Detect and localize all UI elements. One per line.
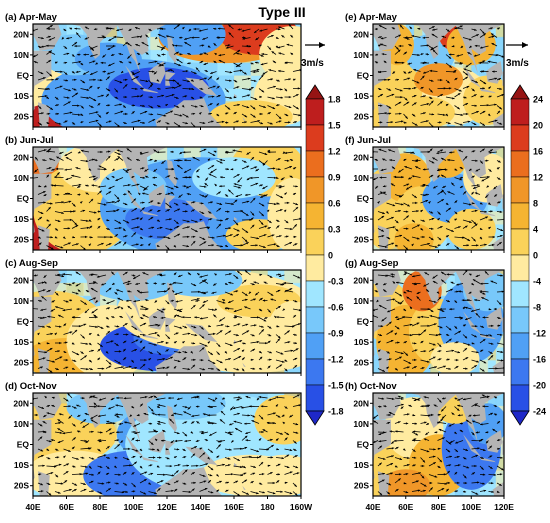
figure-title: Type III — [258, 4, 305, 20]
field-cell — [496, 37, 505, 50]
anomaly-blob — [463, 76, 512, 125]
anomaly-blob — [254, 395, 314, 444]
anomaly-blob — [430, 342, 479, 375]
panel-d — [0, 387, 318, 500]
field-cell — [284, 270, 301, 283]
land-mass — [522, 78, 550, 97]
panel-a — [0, 14, 326, 142]
field-cell — [217, 63, 234, 76]
anomaly-blob — [394, 223, 433, 256]
panel-b — [0, 139, 318, 273]
anomaly-blob — [251, 455, 318, 496]
wind-arrowhead — [29, 307, 31, 309]
anomaly-blob — [389, 96, 455, 129]
anomaly-blob — [209, 100, 293, 133]
field-cell — [496, 224, 505, 237]
panel-c — [0, 264, 318, 379]
field-cell — [496, 211, 505, 224]
field-cell — [496, 347, 505, 360]
